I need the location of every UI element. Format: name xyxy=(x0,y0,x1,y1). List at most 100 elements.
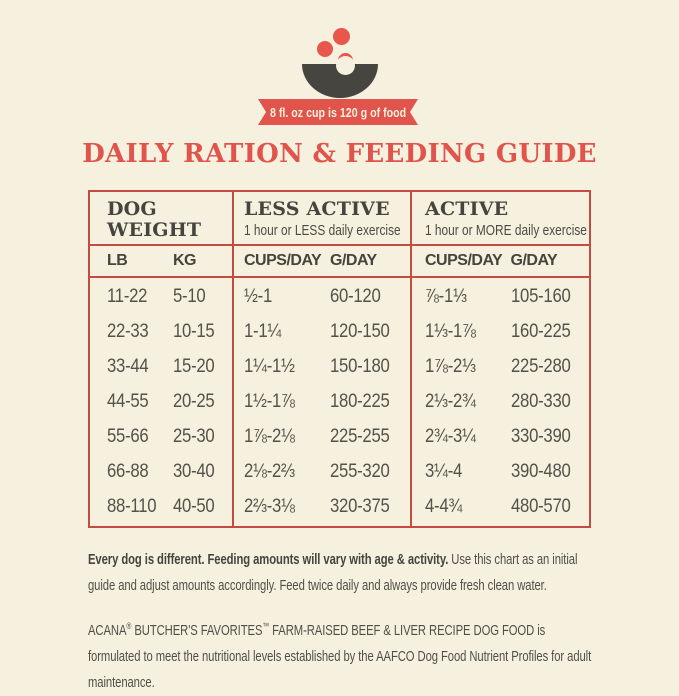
cell-lb: 55-66 xyxy=(107,425,149,447)
table-row: 2⅛-2⅔ 255-320 xyxy=(234,454,410,489)
cell-grams: 330-390 xyxy=(510,425,571,447)
cell-cups: 2⅔-3⅛ xyxy=(244,495,295,517)
kibble-bowl-icon xyxy=(0,0,679,130)
cup-measure-text: 8 fl. oz cup is 120 g of food xyxy=(269,104,407,120)
column-group-less-active: LESS ACTIVE 1 hour or LESS daily exercis… xyxy=(232,192,410,526)
column-header-cups-day: CUPS/DAY xyxy=(244,252,322,269)
subheader-row: CUPS/DAY G/DAY xyxy=(412,246,589,278)
cell-lb: 33-44 xyxy=(107,356,149,378)
cell-kg: 20-25 xyxy=(173,391,215,412)
group-label-line2: WEIGHT xyxy=(107,218,202,241)
feeding-note: Every dog is different. Feeding amounts … xyxy=(88,547,594,599)
trademark-mark: ™ xyxy=(262,621,270,631)
table-row: 1½-1⅞ 180-225 xyxy=(234,385,410,420)
cell-grams: 390-480 xyxy=(510,460,571,482)
bowl-notch xyxy=(336,56,355,75)
kibble-dot-icon xyxy=(333,28,350,45)
cell-cups: 4-4¾ xyxy=(425,495,463,517)
cell-kg: 5-10 xyxy=(173,286,206,308)
column-header-g-day: G/DAY xyxy=(330,252,377,269)
table-row: ½-1 60-120 xyxy=(234,280,410,315)
cell-lb: 88-110 xyxy=(107,495,157,517)
registered-mark: ® xyxy=(126,621,132,631)
kibble-dot-icon xyxy=(317,41,333,57)
cell-kg: 40-50 xyxy=(173,495,215,517)
aafco-note: ACANA® BUTCHER'S FAVORITES™ FARM-RAISED … xyxy=(88,613,594,696)
table-row: 66-88 30-40 xyxy=(90,454,232,489)
table-row: 11-22 5-10 xyxy=(90,280,232,315)
cell-cups: ½-1 xyxy=(244,286,273,308)
cell-cups: 1⅞-2⅛ xyxy=(244,425,295,447)
table-row: 1¼-1½ 150-180 xyxy=(234,350,410,385)
table-row: 2¾-3¼ 330-390 xyxy=(412,419,589,454)
column-group-dog-weight: DOG WEIGHT LB KG 11-22 5-10 22-33 10-15 33… xyxy=(90,192,232,526)
cell-kg: 30-40 xyxy=(173,460,215,482)
cell-cups: 1⅓-1⅞ xyxy=(425,321,476,343)
cell-grams: 225-255 xyxy=(330,425,390,447)
feeding-table: DOG WEIGHT LB KG 11-22 5-10 22-33 10-15 33… xyxy=(88,190,591,528)
cell-cups: 1⅞-2⅓ xyxy=(425,356,476,378)
table-row: 4-4¾ 480-570 xyxy=(412,489,589,524)
group-label: LESS ACTIVE xyxy=(244,198,390,220)
cell-kg: 25-30 xyxy=(173,425,215,447)
cell-grams: 255-320 xyxy=(330,460,390,482)
cell-lb: 44-55 xyxy=(107,391,149,412)
column-header-lb: LB xyxy=(107,252,128,269)
cell-cups: 2¾-3¼ xyxy=(425,425,476,447)
cell-cups: 2⅓-2¾ xyxy=(425,391,476,412)
cell-grams: 320-375 xyxy=(330,495,390,517)
cell-grams: 150-180 xyxy=(330,356,390,378)
cell-cups: 1¼-1½ xyxy=(244,356,295,378)
cell-lb: 22-33 xyxy=(107,321,149,343)
group-label: ACTIVE xyxy=(425,198,509,220)
group-header-less-active: LESS ACTIVE 1 hour or LESS daily exercis… xyxy=(234,192,410,246)
feeding-note-rest: Use this chart as an initial guide and a… xyxy=(88,551,578,594)
table-row: ⅞-1⅓ 105-160 xyxy=(412,280,589,315)
table-row: 55-66 25-30 xyxy=(90,419,232,454)
subheader-row: CUPS/DAY G/DAY xyxy=(234,246,410,278)
group-label-line1: DOG xyxy=(107,198,157,220)
table-row: 3¼-4 390-480 xyxy=(412,454,589,489)
cell-cups: 1-1¼ xyxy=(244,321,282,343)
cell-kg: 10-15 xyxy=(173,321,215,343)
table-row: 1⅞-2⅓ 225-280 xyxy=(412,350,589,385)
cell-grams: 180-225 xyxy=(330,391,390,412)
page-title: DAILY RATION & FEEDING GUIDE xyxy=(82,139,597,169)
group-header-dog-weight: DOG WEIGHT xyxy=(90,192,232,246)
product-line: BUTCHER'S FAVORITES xyxy=(131,622,263,639)
footnotes: Every dog is different. Feeding amounts … xyxy=(88,547,679,696)
cell-grams: 160-225 xyxy=(510,321,571,343)
cup-measure-ribbon: 8 fl. oz cup is 120 g of food xyxy=(258,99,418,125)
table-row: 88-110 40-50 xyxy=(90,489,232,524)
group-sublabel: 1 hour or MORE daily exercise xyxy=(425,222,587,239)
cell-grams: 105-160 xyxy=(510,286,571,308)
column-header-kg: KG xyxy=(173,252,197,269)
cell-cups: 3¼-4 xyxy=(425,460,463,482)
table-row: 2⅔-3⅛ 320-375 xyxy=(234,489,410,524)
column-header-g-day: G/DAY xyxy=(510,252,558,269)
column-header-cups-day: CUPS/DAY xyxy=(425,252,503,269)
group-sublabel: 1 hour or LESS daily exercise xyxy=(244,222,401,239)
cell-grams: 60-120 xyxy=(330,286,381,308)
subheader-row: LB KG xyxy=(90,246,232,278)
brand-name: ACANA xyxy=(88,622,127,639)
table-row: 1-1¼ 120-150 xyxy=(234,315,410,350)
cell-grams: 280-330 xyxy=(510,391,571,412)
cell-lb: 66-88 xyxy=(107,460,149,482)
table-row: 2⅓-2¾ 280-330 xyxy=(412,385,589,420)
cell-grams: 480-570 xyxy=(510,495,571,517)
cell-grams: 120-150 xyxy=(330,321,390,343)
cell-lb: 11-22 xyxy=(107,286,148,308)
table-row: 33-44 15-20 xyxy=(90,350,232,385)
feeding-note-bold: Every dog is different. Feeding amounts … xyxy=(88,551,449,568)
cell-cups: ⅞-1⅓ xyxy=(425,286,467,308)
cell-cups: 1½-1⅞ xyxy=(244,391,295,412)
column-group-active: ACTIVE 1 hour or MORE daily exercise CUP… xyxy=(410,192,589,526)
table-row: 1⅓-1⅞ 160-225 xyxy=(412,315,589,350)
cell-kg: 15-20 xyxy=(173,356,215,378)
group-header-active: ACTIVE 1 hour or MORE daily exercise xyxy=(412,192,589,246)
cell-cups: 2⅛-2⅔ xyxy=(244,460,295,482)
cell-grams: 225-280 xyxy=(510,356,571,378)
table-row: 22-33 10-15 xyxy=(90,315,232,350)
